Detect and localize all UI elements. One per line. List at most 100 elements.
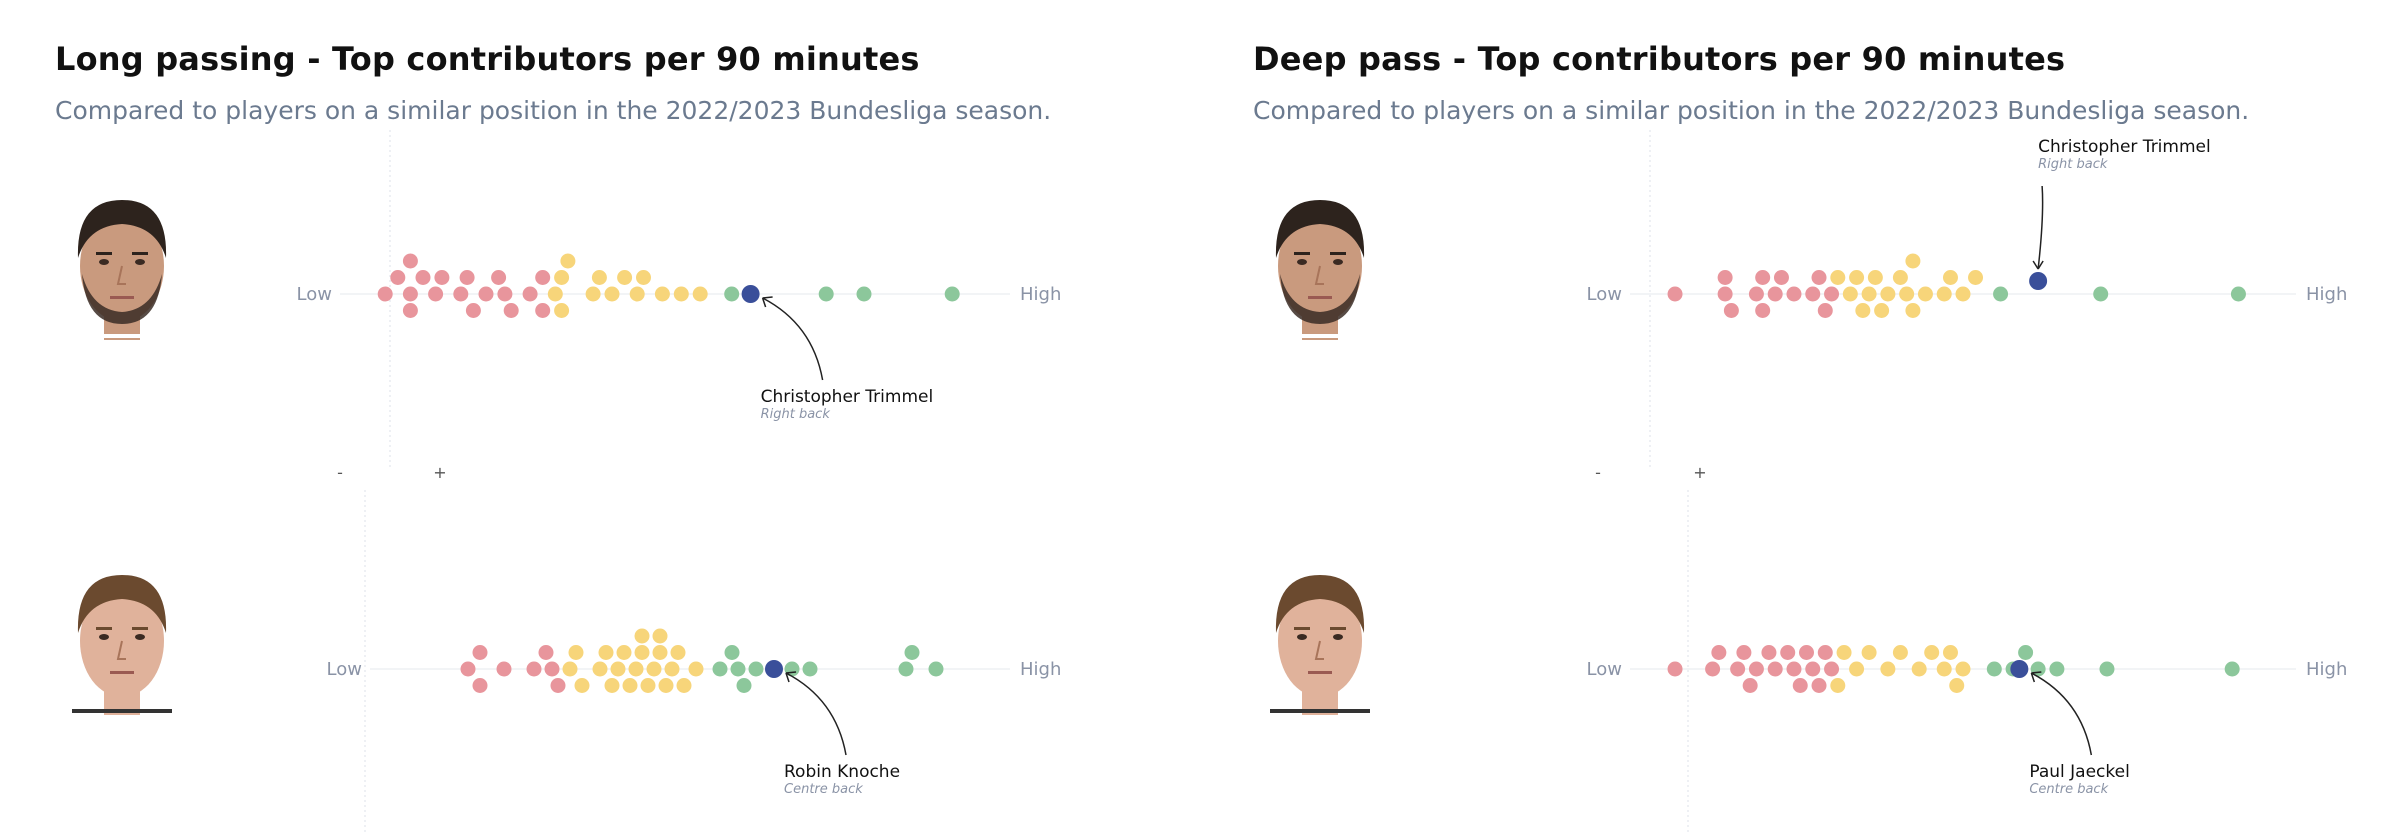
player-photo-icon [1270,575,1370,715]
player-dot [1955,286,1971,302]
axis-high-label: High [2306,659,2347,680]
player-dot [904,645,920,660]
player-dot [712,661,728,677]
player-dot [547,286,563,302]
annotation-player-name: Robin Knoche [784,762,900,782]
axis-low-label: Low [1587,659,1622,680]
player-dot [856,286,872,302]
player-dot [1830,270,1846,285]
player-dot [1942,270,1958,285]
player-dot [1730,661,1746,677]
player-dot [544,661,560,677]
player-dot [1705,661,1721,677]
player-dot [1955,661,1971,677]
player-dot [2018,645,2034,660]
player-dot [634,628,650,644]
player-dot [560,253,576,269]
player-dot [1773,270,1789,285]
player-dot [1786,286,1802,302]
player-dot [1849,661,1865,677]
player-dot [636,270,651,285]
player-dot [688,661,704,677]
player-dot [535,270,551,285]
player-dot [1855,303,1871,318]
player-dot [1830,678,1846,693]
player-dot [591,270,607,285]
player-dot [491,270,507,285]
player-dot [1905,253,1921,269]
player-dot [1799,645,1814,660]
player-dot [574,678,590,693]
player-dot [1717,270,1733,285]
player-dot [415,270,431,285]
annotation-arrow-head [761,296,773,308]
player-dot [676,678,692,693]
player-dot [503,303,519,318]
player-dot [390,270,406,285]
player-dot [562,661,578,677]
player-dot [1986,661,2002,677]
player-dot [1861,645,1877,660]
player-dot [402,253,418,269]
highlight-player-dot [741,285,760,303]
player-dot [402,303,418,318]
annotation-arrow-head [785,671,797,683]
player-dot [1742,678,1758,693]
player-dot [377,286,393,302]
annotation-player-name: Christopher Trimmel [761,387,934,407]
player-dot [658,678,674,693]
highlight-player-dot [2029,272,2048,290]
player-dot [465,303,481,318]
annotation-player-name: Paul Jaeckel [2029,762,2129,782]
player-dot [692,286,708,302]
player-dot [1993,286,2009,302]
player-dot [1817,645,1833,660]
player-dot [1836,645,1852,660]
player-dot [1723,303,1739,318]
player-dot [664,661,680,677]
player-dot [1968,270,1984,285]
player-dot [652,645,668,660]
player-dot [1711,645,1727,660]
player-dot [724,286,740,302]
player-dot [617,270,633,285]
axis-low-label: Low [327,659,362,680]
annotation-arrow [2030,672,2093,756]
player-dot [736,678,752,693]
player-dot [1849,270,1865,285]
player-dot [1748,661,1764,677]
player-dot [568,645,584,660]
chart-title: Deep pass - Top contributors per 90 minu… [1253,40,2066,78]
annotation-player-position: Right back [761,407,831,422]
annotation-player-name: Christopher Trimmel [2038,137,2211,157]
player-photo-icon [1270,200,1370,340]
player-dot [1867,270,1883,285]
player-dot [604,678,620,693]
player-dot [1917,286,1933,302]
annotation-arrow [762,297,824,381]
axis-high-label: High [1020,284,1061,305]
chart-subtitle: Compared to players on a similar positio… [1253,96,2250,125]
player-dot [526,661,542,677]
axis-high-label: High [2306,284,2347,305]
player-dot [1936,661,1952,677]
plus-tick-label: + [1693,463,1706,482]
player-dot [646,661,662,677]
player-dot [538,645,554,660]
player-dot [654,286,670,302]
player-dot [1786,661,1802,677]
player-dot [1880,661,1896,677]
player-dot [535,303,551,318]
highlight-player-dot [2010,660,2029,678]
annotation-player-position: Right back [2038,157,2108,172]
player-dot [1717,286,1733,302]
player-dot [434,270,450,285]
player-dot [472,645,488,660]
player-photo-icon [72,575,172,715]
player-dot [616,645,632,660]
plus-tick-label: + [433,463,446,482]
annotation-arrow [2037,185,2044,270]
player-dot [610,661,626,677]
